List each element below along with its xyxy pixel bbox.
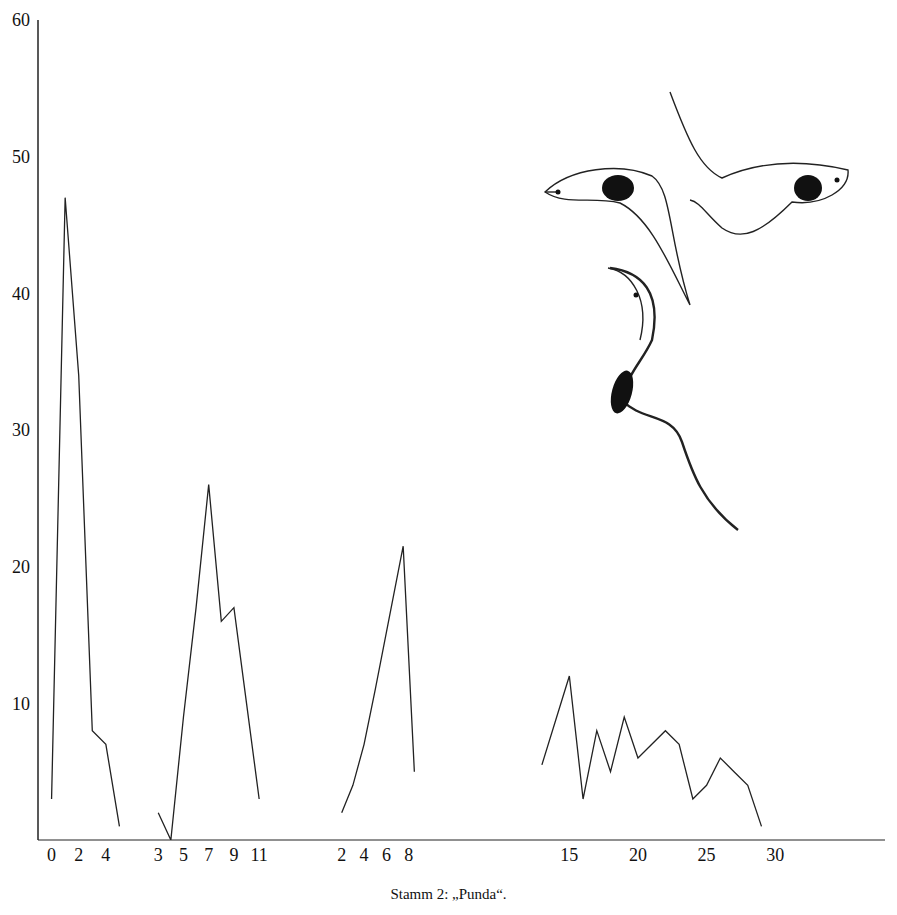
svg-text:2: 2 xyxy=(337,845,346,865)
svg-text:20: 20 xyxy=(629,845,647,865)
svg-text:15: 15 xyxy=(560,845,578,865)
svg-text:5: 5 xyxy=(179,845,188,865)
svg-text:50: 50 xyxy=(12,147,30,167)
svg-text:0: 0 xyxy=(47,845,56,865)
svg-text:4: 4 xyxy=(360,845,369,865)
svg-text:3: 3 xyxy=(154,845,163,865)
svg-text:30: 30 xyxy=(12,420,30,440)
svg-text:30: 30 xyxy=(766,845,784,865)
svg-text:9: 9 xyxy=(229,845,238,865)
svg-text:6: 6 xyxy=(382,845,391,865)
svg-text:8: 8 xyxy=(404,845,413,865)
html-text:Stamm 2: „Punda“.: Stamm 2: „Punda“. xyxy=(390,886,507,902)
svg-text:4: 4 xyxy=(101,845,110,865)
svg-text:10: 10 xyxy=(12,694,30,714)
svg-text:40: 40 xyxy=(12,284,30,304)
svg-text:7: 7 xyxy=(204,845,213,865)
svg-text:11: 11 xyxy=(250,845,267,865)
svg-text:20: 20 xyxy=(12,557,30,577)
svg-text:2: 2 xyxy=(74,845,83,865)
svg-text:25: 25 xyxy=(698,845,716,865)
svg-text:60: 60 xyxy=(12,10,30,30)
